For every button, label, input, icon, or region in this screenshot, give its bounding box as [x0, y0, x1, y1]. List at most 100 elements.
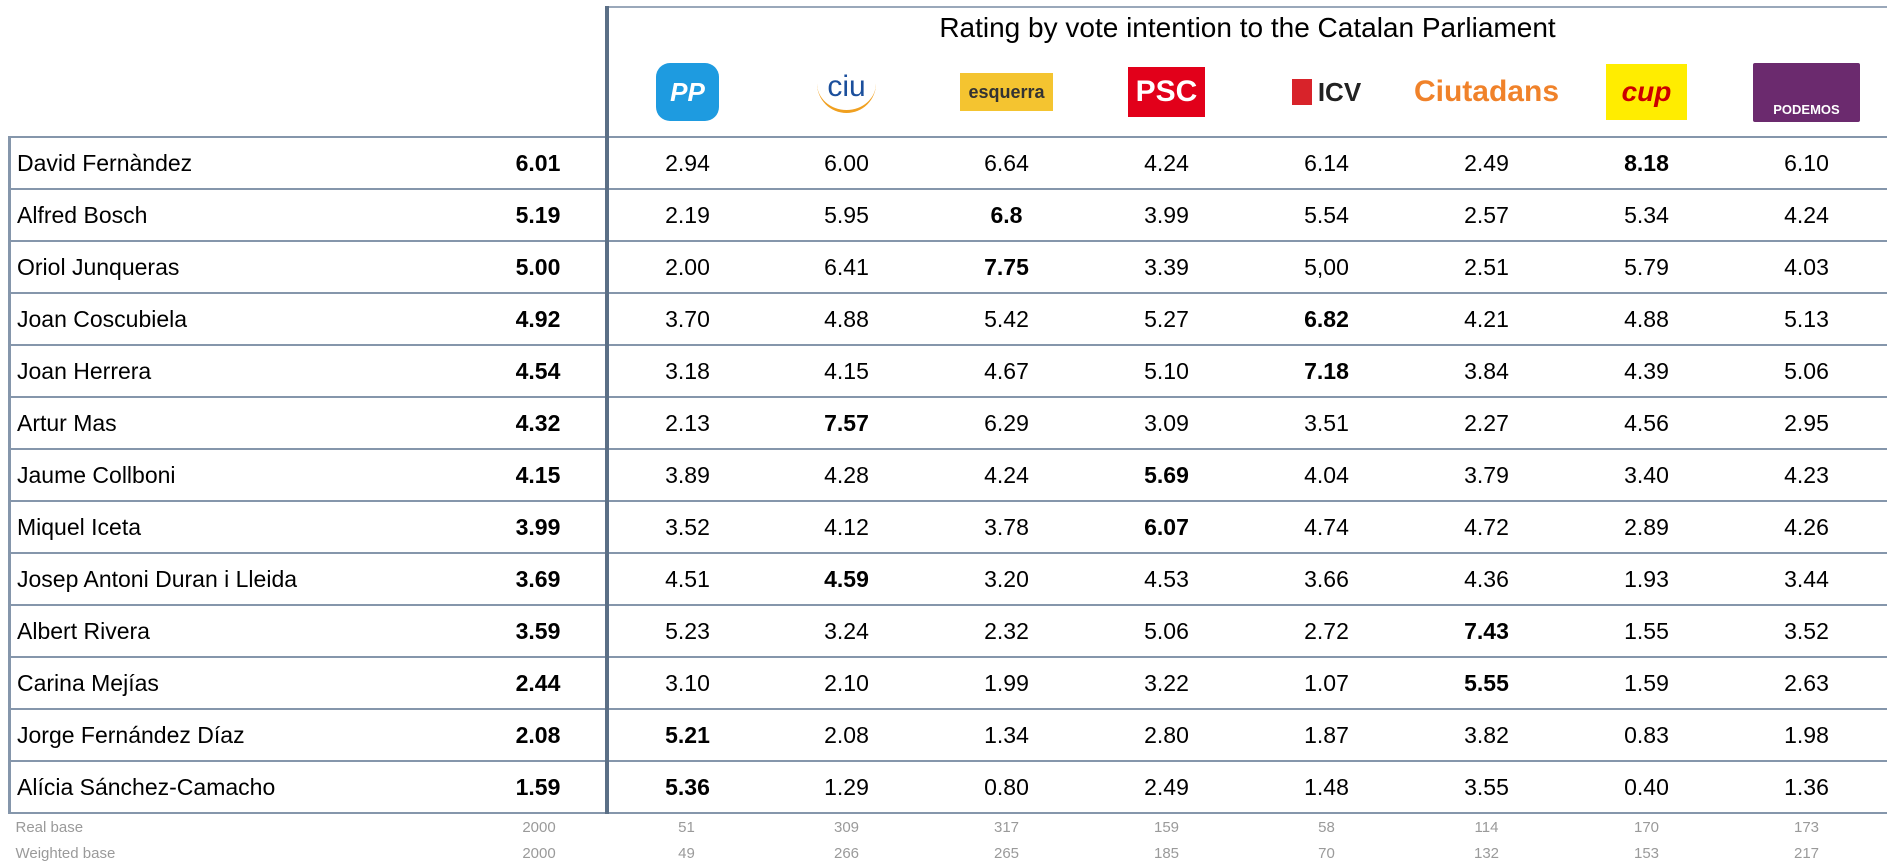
rating-cell: 5.54	[1246, 188, 1407, 241]
rating-cell: 4.51	[604, 552, 767, 605]
overall-rating: 3.99	[471, 500, 607, 553]
rating-cell: 6.82	[1246, 292, 1407, 345]
rating-cell: 3.82	[1406, 708, 1567, 761]
data-row: Joan Herrera 4.54 3.18 4.15 4.67 5.10 7.18 3.84…	[8, 344, 1887, 397]
rating-cell: 4.24	[926, 448, 1087, 501]
footer-label: Weighted base	[15, 844, 116, 862]
candidate-name: Alfred Bosch	[8, 188, 472, 241]
data-row: Joan Coscubiela 4.92 3.70 4.88 5.42 5.27 6.82 4…	[8, 292, 1887, 345]
rating-cell: 4.53	[1086, 552, 1247, 605]
data-row: David Fernàndez 6.01 2.94 6.00 6.64 4.24 6.14 2…	[8, 136, 1887, 189]
footer-row: Weighted base 2000 49 266 265 185 70 132 153 217	[10, 840, 1887, 862]
party-logo: ICV	[1291, 78, 1361, 105]
rating-cell: 5.06	[1726, 344, 1887, 397]
party-cell: PODEMOS	[1727, 48, 1887, 137]
overall-rating: 1.59	[471, 760, 607, 814]
table-title: Rating by vote intention to the Catalan …	[604, 6, 1887, 48]
rating-cell: 2.94	[604, 136, 767, 189]
candidate-name: Carina Mejías	[8, 656, 472, 709]
rating-cell: 0.80	[926, 760, 1087, 814]
candidate-name: Jaume Collboni	[8, 448, 472, 501]
data-row: Alícia Sánchez-Camacho 1.59 5.36 1.29 0.80 2.…	[8, 760, 1887, 814]
rating-cell: 4.74	[1246, 500, 1407, 553]
rating-cell: 5.34	[1566, 188, 1727, 241]
rating-cell: 3.39	[1086, 240, 1247, 293]
rating-cell: 1.34	[926, 708, 1087, 761]
rating-cell: 3.09	[1086, 396, 1247, 449]
rating-cell: 5.95	[766, 188, 927, 241]
rating-cell: 3.78	[926, 500, 1087, 553]
rating-cell: 2.32	[926, 604, 1087, 657]
rating-cell: 5.55	[1406, 656, 1567, 709]
base-count: 2000	[522, 818, 556, 836]
rating-cell: 4.36	[1406, 552, 1567, 605]
rating-cell: 3.24	[766, 604, 927, 657]
base-count: 265	[993, 844, 1020, 862]
base-count: 114	[1474, 818, 1499, 836]
party-cell: ciu	[767, 48, 927, 137]
rating-cell: 6.41	[766, 240, 927, 293]
base-count: 70	[1318, 844, 1335, 862]
blank	[472, 48, 607, 137]
rating-cell: 5.21	[604, 708, 767, 761]
rating-cell: 4.72	[1406, 500, 1567, 553]
rating-cell: 3.70	[604, 292, 767, 345]
rating-cell: 4.39	[1566, 344, 1727, 397]
rating-cell: 7.75	[926, 240, 1087, 293]
rating-cell: 6.07	[1086, 500, 1247, 553]
rating-cell: 3.18	[604, 344, 767, 397]
blank	[10, 7, 472, 48]
data-row: Alfred Bosch 5.19 2.19 5.95 6.8 3.99 5.54 2.57 5…	[8, 188, 1887, 241]
rating-cell: 3.66	[1246, 552, 1407, 605]
data-row: Jorge Fernández Díaz 2.08 5.21 2.08 1.34 2.80…	[8, 708, 1887, 761]
rating-cell: 4.15	[766, 344, 927, 397]
candidate-name: Joan Coscubiela	[8, 292, 472, 345]
rating-cell: 4.88	[1566, 292, 1727, 345]
party-logo: ciu	[817, 71, 876, 113]
rating-cell: 3.51	[1246, 396, 1407, 449]
rating-cell: 3.89	[604, 448, 767, 501]
rating-cell: 1.87	[1246, 708, 1407, 761]
base-count: 170	[1633, 818, 1660, 836]
rating-cell: 3.79	[1406, 448, 1567, 501]
base-count: 51	[678, 818, 695, 836]
rating-cell: 4.56	[1566, 396, 1727, 449]
rating-cell: 5.36	[604, 760, 767, 814]
rating-cell: 1.48	[1246, 760, 1407, 814]
party-cell: esquerra	[927, 48, 1087, 137]
base-count: 185	[1153, 844, 1180, 862]
base-count: 159	[1153, 818, 1180, 836]
rating-cell: 3.52	[1726, 604, 1887, 657]
rating-cell: 4.28	[766, 448, 927, 501]
candidate-name: Joan Herrera	[8, 344, 472, 397]
rating-cell: 1.98	[1726, 708, 1887, 761]
base-count: 132	[1473, 844, 1500, 862]
candidate-name: Jorge Fernández Díaz	[8, 708, 472, 761]
rating-cell: 2.27	[1406, 396, 1567, 449]
rating-cell: 3.55	[1406, 760, 1567, 814]
rating-cell: 2.10	[766, 656, 927, 709]
rating-cell: 2.08	[766, 708, 927, 761]
rating-cell: 6.10	[1726, 136, 1887, 189]
rating-cell: 2.49	[1406, 136, 1567, 189]
rating-cell: 2.63	[1726, 656, 1887, 709]
rating-cell: 4.03	[1726, 240, 1887, 293]
party-logo: cup	[1605, 64, 1688, 120]
rating-cell: 2.00	[604, 240, 767, 293]
rating-cell: 4.67	[926, 344, 1087, 397]
rating-cell: 4.59	[766, 552, 927, 605]
overall-rating: 2.44	[471, 656, 607, 709]
rating-cell: 2.57	[1406, 188, 1567, 241]
logo-row: PP ciu esquerra PSC ICV Ciutadans cup PODEMOS	[10, 48, 1887, 137]
party-cell: ICV	[1247, 48, 1407, 137]
rating-cell: 3.40	[1566, 448, 1727, 501]
rating-cell: 4.26	[1726, 500, 1887, 553]
overall-rating: 4.92	[471, 292, 607, 345]
rating-cell: 1.99	[926, 656, 1087, 709]
rating-cell: 7.57	[766, 396, 927, 449]
data-row: Josep Antoni Duran i Lleida 3.69 4.51 4.59 3…	[8, 552, 1887, 605]
candidate-name: Artur Mas	[8, 396, 472, 449]
data-row: Miquel Iceta 3.99 3.52 4.12 3.78 6.07 4.74 4.72…	[8, 500, 1887, 553]
rating-cell: 7.18	[1246, 344, 1407, 397]
header-row: Rating by vote intention to the Catalan …	[10, 6, 1887, 48]
